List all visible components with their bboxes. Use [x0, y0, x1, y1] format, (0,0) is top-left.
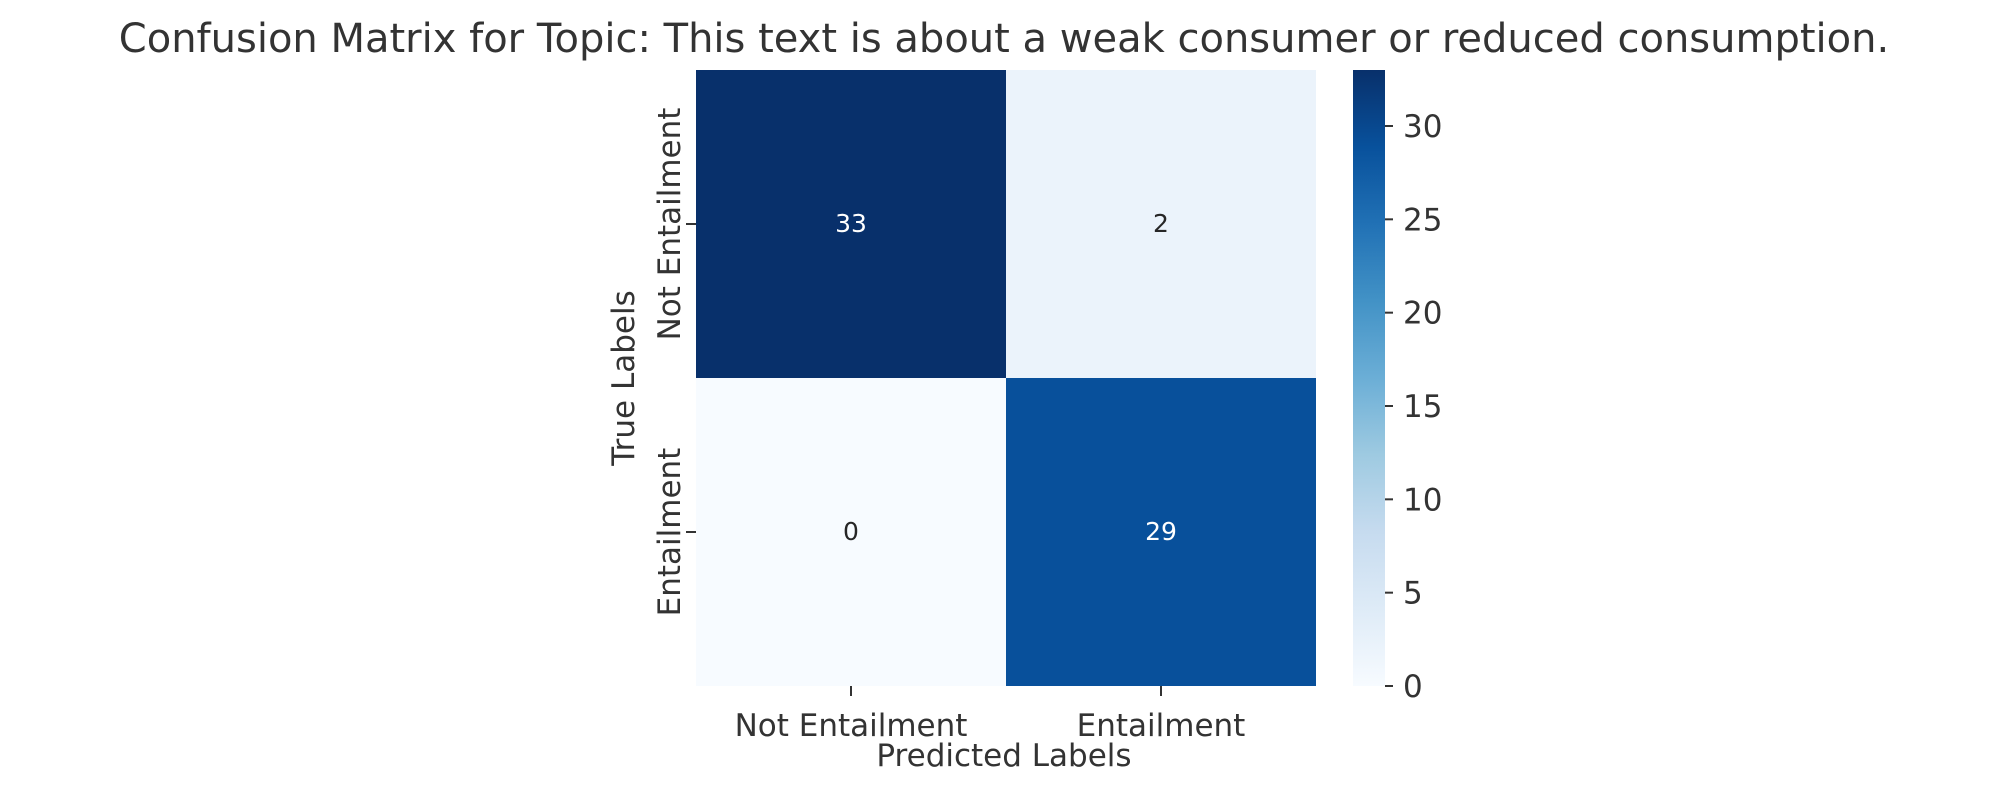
colorbar: 0 5 10 15 20 25 30: [1353, 70, 1442, 705]
y-axis: Not Entailment Entailment: [652, 108, 696, 617]
y-tick-label: Not Entailment: [652, 108, 688, 341]
colorbar-tick-label: 10: [1403, 482, 1442, 518]
colorbar-tick-label: 0: [1403, 669, 1423, 705]
cell-value-label: 29: [1145, 517, 1177, 546]
heatmap-cell: [696, 378, 1006, 686]
colorbar-tick-label: 5: [1403, 576, 1423, 612]
heatmap-cells: [696, 70, 1316, 686]
x-tick-label: Entailment: [1077, 708, 1246, 744]
y-axis-label: True Labels: [606, 290, 642, 466]
colorbar-tick-label: 30: [1403, 109, 1442, 145]
heatmap-cell: [1006, 378, 1316, 686]
colorbar-gradient: [1353, 70, 1385, 686]
x-axis-label: Predicted Labels: [876, 738, 1131, 774]
cell-value-label: 0: [843, 517, 859, 546]
colorbar-tick-label: 20: [1403, 296, 1442, 332]
colorbar-tick-label: 15: [1403, 389, 1442, 425]
y-tick-label: Entailment: [652, 448, 688, 617]
cell-value-label: 2: [1153, 209, 1169, 238]
cell-value-label: 33: [835, 209, 867, 238]
chart-title: Confusion Matrix for Topic: This text is…: [119, 16, 1889, 62]
heatmap-cell: [696, 70, 1006, 378]
colorbar-tick-label: 25: [1403, 202, 1442, 238]
heatmap-cell: [1006, 70, 1316, 378]
heatmap-cell-labels: 33 2 0 29: [835, 209, 1177, 546]
x-axis: Not Entailment Entailment: [735, 686, 1246, 744]
x-tick-label: Not Entailment: [735, 708, 968, 744]
